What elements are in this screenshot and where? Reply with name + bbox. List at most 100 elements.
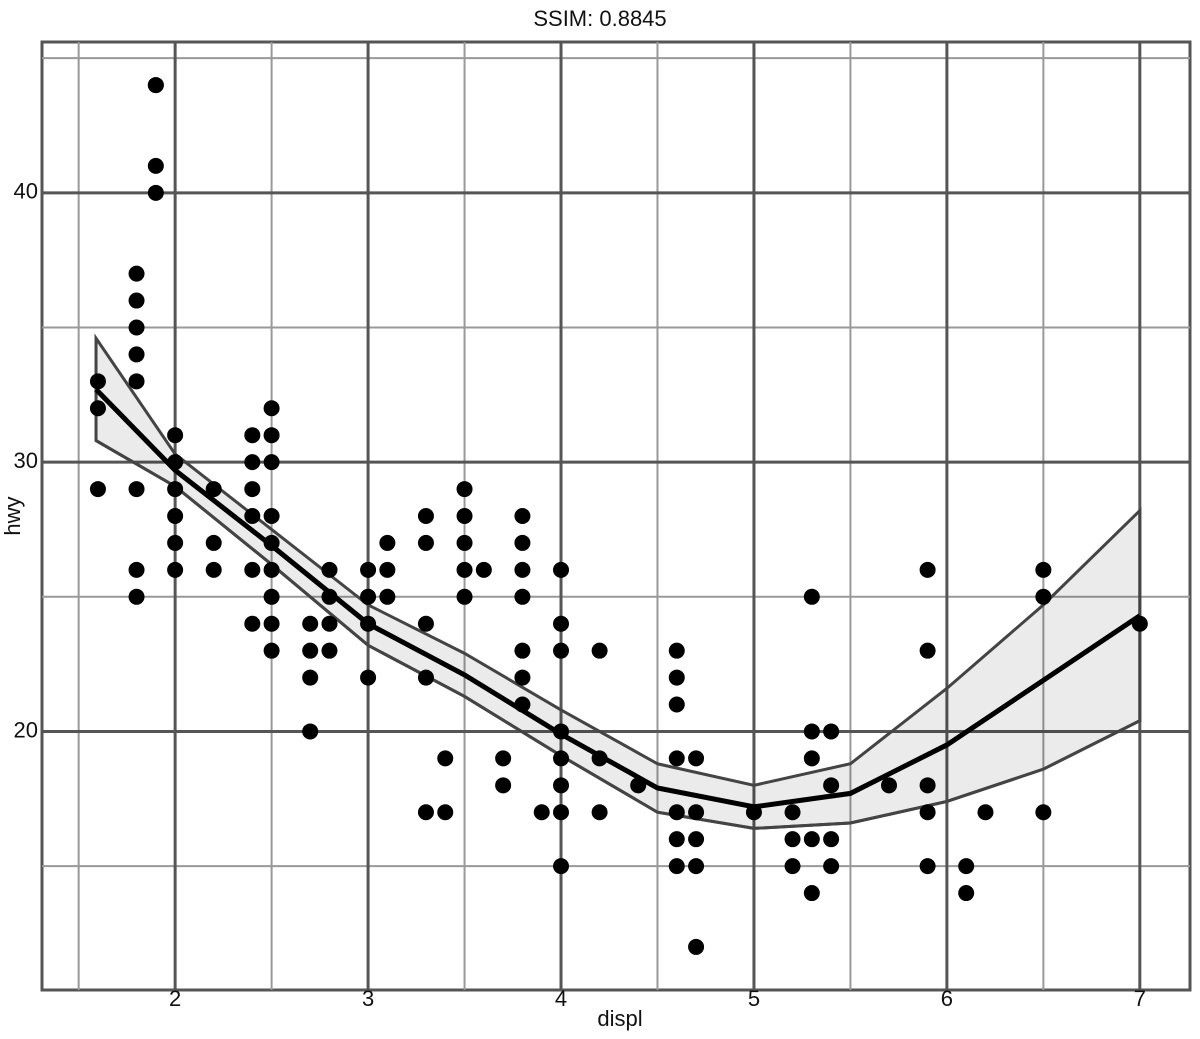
point [456, 508, 473, 524]
point [784, 831, 801, 848]
point [417, 669, 434, 686]
point [514, 588, 531, 605]
point [456, 534, 473, 551]
point [958, 858, 975, 875]
panel-border [40, 40, 1192, 992]
point [456, 481, 473, 498]
point [1035, 588, 1052, 605]
point [147, 157, 164, 174]
point [823, 858, 840, 875]
point [205, 534, 222, 551]
point [688, 831, 705, 848]
point [244, 481, 261, 498]
point [553, 777, 570, 794]
point [514, 534, 531, 551]
point [553, 858, 570, 875]
point [128, 346, 145, 363]
point [321, 642, 338, 659]
point [553, 804, 570, 821]
y-tick-label: 30 [14, 448, 38, 473]
point [591, 642, 608, 659]
point [379, 588, 396, 605]
point [167, 561, 184, 578]
point [379, 534, 396, 551]
point [128, 265, 145, 282]
point [668, 804, 685, 821]
point [630, 777, 647, 794]
point [1035, 804, 1052, 821]
point [417, 508, 434, 524]
point [321, 588, 338, 605]
point [437, 750, 454, 767]
point [417, 615, 434, 632]
point [302, 723, 319, 740]
point [591, 804, 608, 821]
point [591, 750, 608, 767]
y-tick-label: 20 [14, 717, 38, 742]
point [263, 615, 280, 632]
point [147, 77, 164, 94]
point [495, 750, 512, 767]
point [321, 615, 338, 632]
point [514, 508, 531, 524]
point [803, 750, 820, 767]
chart-title: SSIM: 0.8845 [533, 6, 666, 31]
point [360, 588, 377, 605]
point [302, 669, 319, 686]
lower-bound [95, 439, 1141, 830]
point [263, 508, 280, 524]
point [263, 400, 280, 417]
point [553, 723, 570, 740]
point [919, 804, 936, 821]
point [167, 534, 184, 551]
point [919, 561, 936, 578]
point [514, 696, 531, 713]
point [668, 750, 685, 767]
point [360, 669, 377, 686]
point [688, 858, 705, 875]
point [803, 831, 820, 848]
point [263, 642, 280, 659]
point [1131, 615, 1148, 632]
point [495, 777, 512, 794]
point [205, 561, 222, 578]
point [514, 669, 531, 686]
point [360, 561, 377, 578]
point [553, 615, 570, 632]
point [823, 831, 840, 848]
point [668, 669, 685, 686]
point [417, 534, 434, 551]
point [688, 938, 705, 955]
point [360, 615, 377, 632]
point [167, 427, 184, 444]
x-tick-label: 5 [748, 986, 760, 1011]
point [803, 588, 820, 605]
x-tick-label: 6 [941, 986, 953, 1011]
point [128, 561, 145, 578]
point [263, 427, 280, 444]
point [263, 588, 280, 605]
x-tick-label: 2 [169, 986, 181, 1011]
point [514, 561, 531, 578]
point [128, 319, 145, 336]
point [823, 777, 840, 794]
point [417, 804, 434, 821]
point [128, 292, 145, 309]
point [263, 454, 280, 471]
point [456, 561, 473, 578]
point [128, 373, 145, 390]
point [244, 508, 261, 524]
point [89, 400, 106, 417]
point [823, 723, 840, 740]
y-tick-label: 40 [14, 179, 38, 204]
point [167, 481, 184, 498]
x-tick-label: 4 [555, 986, 567, 1011]
point [167, 508, 184, 524]
point [668, 642, 685, 659]
point [475, 561, 492, 578]
point [668, 858, 685, 875]
point [958, 885, 975, 902]
